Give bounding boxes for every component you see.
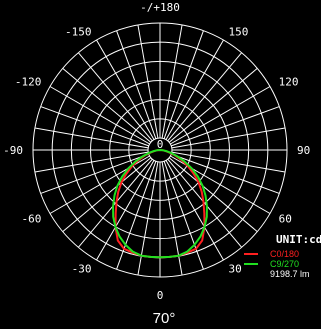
- grid-spoke: [62, 67, 152, 143]
- legend-entry: C9/270: [270, 259, 299, 269]
- angle-label: -/+180: [140, 1, 180, 14]
- grid-spoke: [163, 30, 204, 139]
- grid-spoke: [170, 86, 271, 145]
- grid-spoke: [171, 151, 286, 173]
- angle-label: 0: [157, 289, 164, 302]
- grid-spoke: [62, 157, 152, 233]
- grid-spoke: [137, 24, 159, 139]
- grid-spoke: [171, 106, 280, 147]
- angle-label: 30: [229, 263, 242, 276]
- unit-label: UNIT:cd: [276, 233, 321, 246]
- grid-spoke: [165, 39, 224, 140]
- grid-spoke: [49, 86, 150, 145]
- grid-spoke: [168, 67, 258, 143]
- beam-angle-label: 70°: [153, 310, 176, 327]
- angle-label: -120: [15, 76, 42, 89]
- grid-spoke: [34, 127, 149, 149]
- grid-spoke: [171, 153, 280, 194]
- legend-entry: 9198.7 lm: [270, 269, 310, 279]
- grid-spoke: [77, 52, 153, 142]
- grid-spoke: [165, 160, 224, 261]
- grid-spoke: [116, 30, 157, 139]
- angle-label: 60: [279, 213, 292, 226]
- angle-label: -60: [22, 213, 42, 226]
- grid-spoke: [116, 161, 157, 270]
- series-line-c9-270: [112, 149, 208, 259]
- grid-spoke: [40, 106, 149, 147]
- angle-labels: -/+180 150 -150 120 -120 90 -90 60 -60 30 -30 0: [3, 1, 310, 302]
- grid-spoke: [161, 24, 183, 139]
- grid-spoke: [34, 151, 149, 173]
- grid-spoke: [40, 153, 149, 194]
- grid-spoke: [168, 157, 258, 233]
- angle-label: 120: [279, 76, 299, 89]
- grid-spoke: [171, 127, 286, 149]
- distribution-curves: [112, 149, 208, 259]
- angle-label: -150: [65, 25, 92, 38]
- angle-label: -30: [72, 263, 92, 276]
- legend-entry: C0/180: [270, 249, 299, 259]
- grid-spoke: [96, 160, 155, 261]
- grid-spoke: [163, 161, 204, 270]
- grid-spoke: [96, 39, 155, 140]
- angle-label: 90: [297, 144, 310, 157]
- radial-label-zero: 0: [157, 138, 164, 151]
- grid-spoke: [167, 158, 243, 248]
- angle-label: -90: [3, 144, 23, 157]
- angle-label: 150: [229, 25, 249, 38]
- grid-spoke: [167, 52, 243, 142]
- grid-spoke: [77, 158, 153, 248]
